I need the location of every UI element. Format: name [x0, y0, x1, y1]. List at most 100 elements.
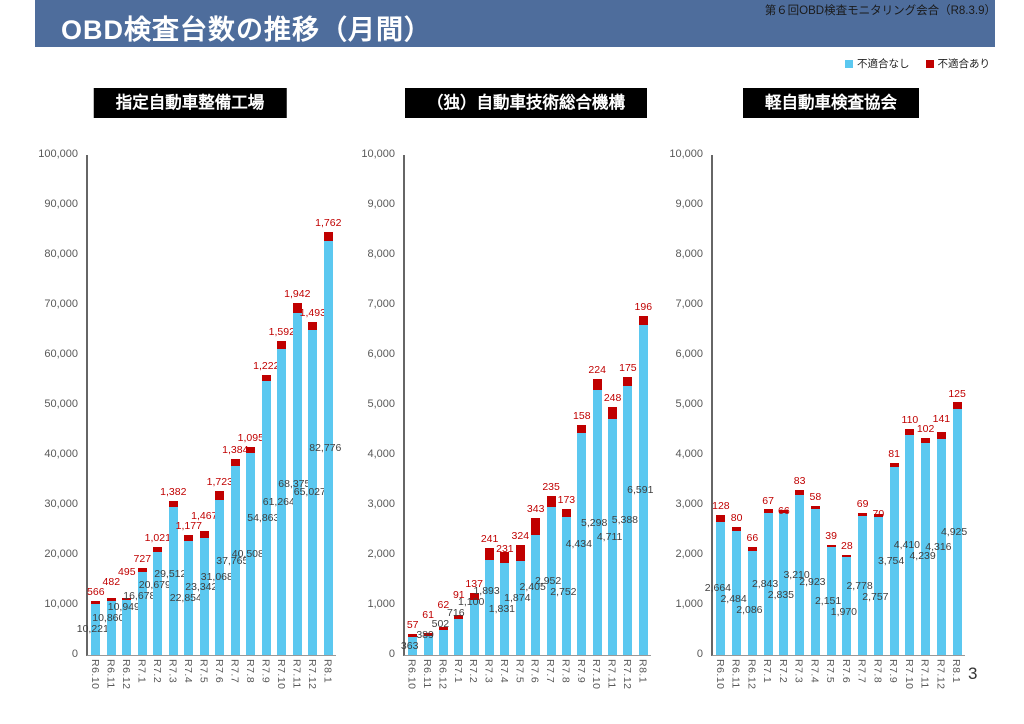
y-axis-tick-label: 40,000	[44, 448, 78, 460]
x-axis-label: R7.3	[482, 659, 495, 684]
bar-segment-pass	[842, 556, 852, 655]
fail-value-label: 102	[916, 423, 935, 435]
legend-label-fail: 不適合あり	[937, 58, 991, 70]
bar-value-label: 4,410	[893, 538, 921, 551]
x-axis-label: R8.1	[321, 659, 334, 684]
bar-value-label: 10,221	[76, 623, 109, 636]
bar-segment-fail	[91, 601, 101, 604]
x-axis-label: R7.7	[855, 659, 868, 684]
fail-value-label: 175	[619, 361, 637, 374]
y-axis-tick-label: 9,000	[675, 198, 703, 210]
fail-value-label: 81	[888, 448, 900, 461]
fail-value-label: 1,384	[222, 444, 249, 457]
fail-value-label: 28	[841, 539, 853, 552]
bar-value-label: 2,843	[751, 577, 779, 590]
bar-segment-fail	[438, 626, 448, 630]
y-axis-tick-label: 1,000	[675, 598, 703, 610]
bar-segment-pass	[779, 513, 789, 655]
fail-value-label: 727	[133, 553, 152, 565]
plot-area: 363 57 R6.10 389 61 R6.11 502 62 R6.12 716 91 R7.1 1…	[401, 155, 653, 690]
bar-segment-fail	[921, 438, 931, 444]
chart-2: （独）自動車技術総合機構 0 1,000 2,000 3,000 4,000 5,000 6,…	[342, 88, 682, 713]
fail-value-label: 1,177	[175, 519, 202, 532]
bar-segment-fail	[592, 378, 602, 391]
bar-value-label: 3,754	[877, 555, 905, 568]
x-axis-label: R7.10	[274, 659, 287, 690]
x-axis-label: R7.11	[290, 659, 303, 689]
y-axis-tick-label: 100,000	[38, 148, 78, 160]
legend: 不適合なし 不適合あり	[845, 56, 990, 71]
bar-segment-pass	[952, 408, 962, 655]
bar-value-label: 2,757	[862, 590, 889, 603]
x-axis-label: R7.8	[559, 659, 572, 684]
bar-segment-fail	[408, 634, 418, 637]
bar-segment-fail	[423, 632, 433, 636]
y-axis-tick-label: 70,000	[44, 298, 78, 310]
x-axis-label: R7.6	[528, 659, 541, 684]
bar-segment-fail	[561, 508, 571, 518]
bar-segment-pass	[716, 521, 726, 655]
bar-value-label: 2,923	[799, 575, 826, 588]
bar-segment-pass	[515, 561, 525, 655]
bar-value-label: 29,512	[154, 568, 187, 581]
y-axis-tick-label: 8,000	[367, 248, 395, 260]
bar-segment-pass	[292, 313, 302, 655]
fail-value-label: 1,467	[191, 509, 218, 522]
bar-value-label: 5,388	[611, 514, 639, 527]
fail-value-label: 67	[762, 494, 774, 507]
fail-value-label: 1,493	[299, 307, 326, 320]
bar-segment-pass	[577, 433, 587, 655]
fail-value-label: 224	[588, 363, 606, 376]
bar-segment-pass	[137, 571, 147, 655]
bar-segment-fail	[277, 340, 287, 349]
bar-segment-pass	[623, 385, 633, 655]
bar-segment-pass	[795, 494, 805, 655]
bar-value-label: 2,405	[519, 581, 546, 594]
fail-value-label: 80	[730, 511, 743, 524]
bar-segment-fail	[230, 459, 240, 467]
y-axis-tick-label: 50,000	[44, 398, 78, 410]
y-axis-tick-label: 5,000	[675, 398, 703, 410]
y-axis-tick-label: 4,000	[675, 448, 703, 460]
bar-value-label: 61,264	[262, 495, 295, 508]
x-axis-label: R8.1	[950, 659, 963, 684]
fail-value-label: 69	[856, 497, 869, 510]
bar-value-label: 23,342	[185, 580, 218, 593]
bar-segment-pass	[469, 600, 479, 655]
bar-value-label: 16,678	[123, 590, 156, 603]
fail-value-label: 495	[118, 566, 136, 579]
bar-segment-fail	[858, 512, 868, 517]
y-axis-tick-label: 3,000	[675, 498, 703, 510]
bar-segment-fail	[608, 407, 618, 420]
bar-value-label: 1,831	[488, 603, 516, 616]
x-axis-label: R7.1	[451, 659, 464, 684]
bar-value-label: 2,086	[736, 604, 763, 617]
x-axis-label: R6.11	[104, 659, 117, 689]
fail-value-label: 141	[932, 413, 951, 425]
bar-segment-pass	[199, 538, 209, 655]
bar-segment-pass	[826, 547, 836, 655]
fail-value-label: 324	[511, 530, 530, 543]
y-axis-tick-label: 4,000	[367, 448, 395, 460]
fail-value-label: 61	[422, 609, 434, 621]
fail-value-label: 57	[406, 619, 419, 631]
bar-segment-fail	[546, 495, 556, 508]
bar-segment-pass	[889, 467, 899, 655]
legend-item-pass: 不適合なし	[845, 56, 910, 71]
fail-value-label: 1,382	[160, 485, 187, 498]
y-axis-tick-label: 6,000	[367, 348, 395, 360]
bar-segment-fail	[716, 515, 726, 522]
bar-segment-pass	[531, 534, 541, 655]
fail-value-label: 125	[948, 387, 966, 400]
fail-value-label: 1,762	[315, 217, 342, 230]
bar-value-label: 2,664	[704, 582, 732, 595]
bar-segment-pass	[246, 452, 256, 655]
x-axis-label: R7.4	[497, 659, 510, 684]
bar-value-label: 1,893	[473, 584, 500, 597]
bar-segment-pass	[454, 619, 464, 655]
bar-segment-fail	[905, 429, 915, 435]
fail-value-label: 137	[465, 578, 483, 591]
legend-item-fail: 不適合あり	[925, 56, 991, 71]
bar-segment-fail	[308, 322, 318, 330]
y-axis-tick-label: 0	[71, 648, 78, 660]
